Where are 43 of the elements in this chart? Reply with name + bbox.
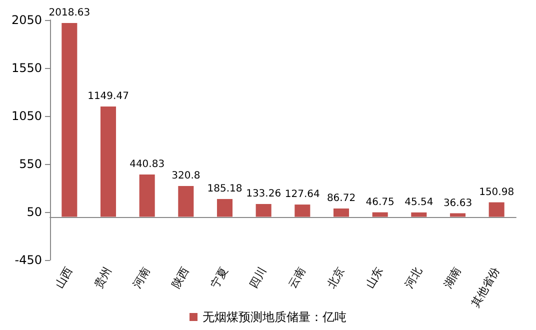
bar xyxy=(294,204,310,217)
data-label: 46.75 xyxy=(366,196,394,208)
bar xyxy=(450,213,466,217)
x-tick-label: 陕西 xyxy=(169,264,192,290)
data-label: 2018.63 xyxy=(48,8,90,19)
bar xyxy=(178,186,194,217)
y-tick-label: -450 xyxy=(14,253,42,267)
data-label: 1149.47 xyxy=(88,90,129,102)
x-tick-label: 河南 xyxy=(130,264,153,290)
x-tick-label: 其他省份 xyxy=(468,264,502,310)
x-tick-label: 河北 xyxy=(402,264,425,290)
bar xyxy=(488,202,504,217)
bar xyxy=(411,212,427,217)
legend-label: 无烟煤预测地质储量：亿吨 xyxy=(202,310,346,324)
data-label: 150.98 xyxy=(479,186,514,198)
y-tick-label: 2050 xyxy=(11,13,42,27)
bar xyxy=(256,204,272,217)
x-tick-label: 山西 xyxy=(52,264,76,290)
y-tick-label: 1050 xyxy=(11,109,42,123)
y-tick-label: 50 xyxy=(26,205,42,219)
y-tick-label: 1550 xyxy=(11,61,42,75)
data-label: 36.63 xyxy=(443,198,472,209)
data-label: 320.8 xyxy=(172,170,200,182)
data-label: 127.64 xyxy=(284,189,320,200)
bar xyxy=(333,208,350,217)
x-tick-label: 宁夏 xyxy=(208,264,230,290)
data-label: 440.83 xyxy=(130,158,165,170)
data-label: 133.26 xyxy=(246,188,282,200)
x-tick-label: 山东 xyxy=(363,264,386,290)
data-label: 185.18 xyxy=(207,184,242,195)
x-tick-label: 云南 xyxy=(286,264,308,290)
x-tick-label: 贵州 xyxy=(92,264,114,290)
data-label: 45.54 xyxy=(404,196,434,208)
x-tick-label: 湖南 xyxy=(441,264,464,290)
x-tick-label: 四川 xyxy=(246,264,270,290)
x-tick-label: 北京 xyxy=(324,264,347,290)
bar xyxy=(372,212,388,217)
y-tick-label: 550 xyxy=(19,157,42,171)
bar xyxy=(139,174,155,217)
bar xyxy=(100,106,116,217)
data-label: 86.72 xyxy=(326,192,356,204)
bar xyxy=(216,199,233,217)
bar xyxy=(62,23,78,217)
